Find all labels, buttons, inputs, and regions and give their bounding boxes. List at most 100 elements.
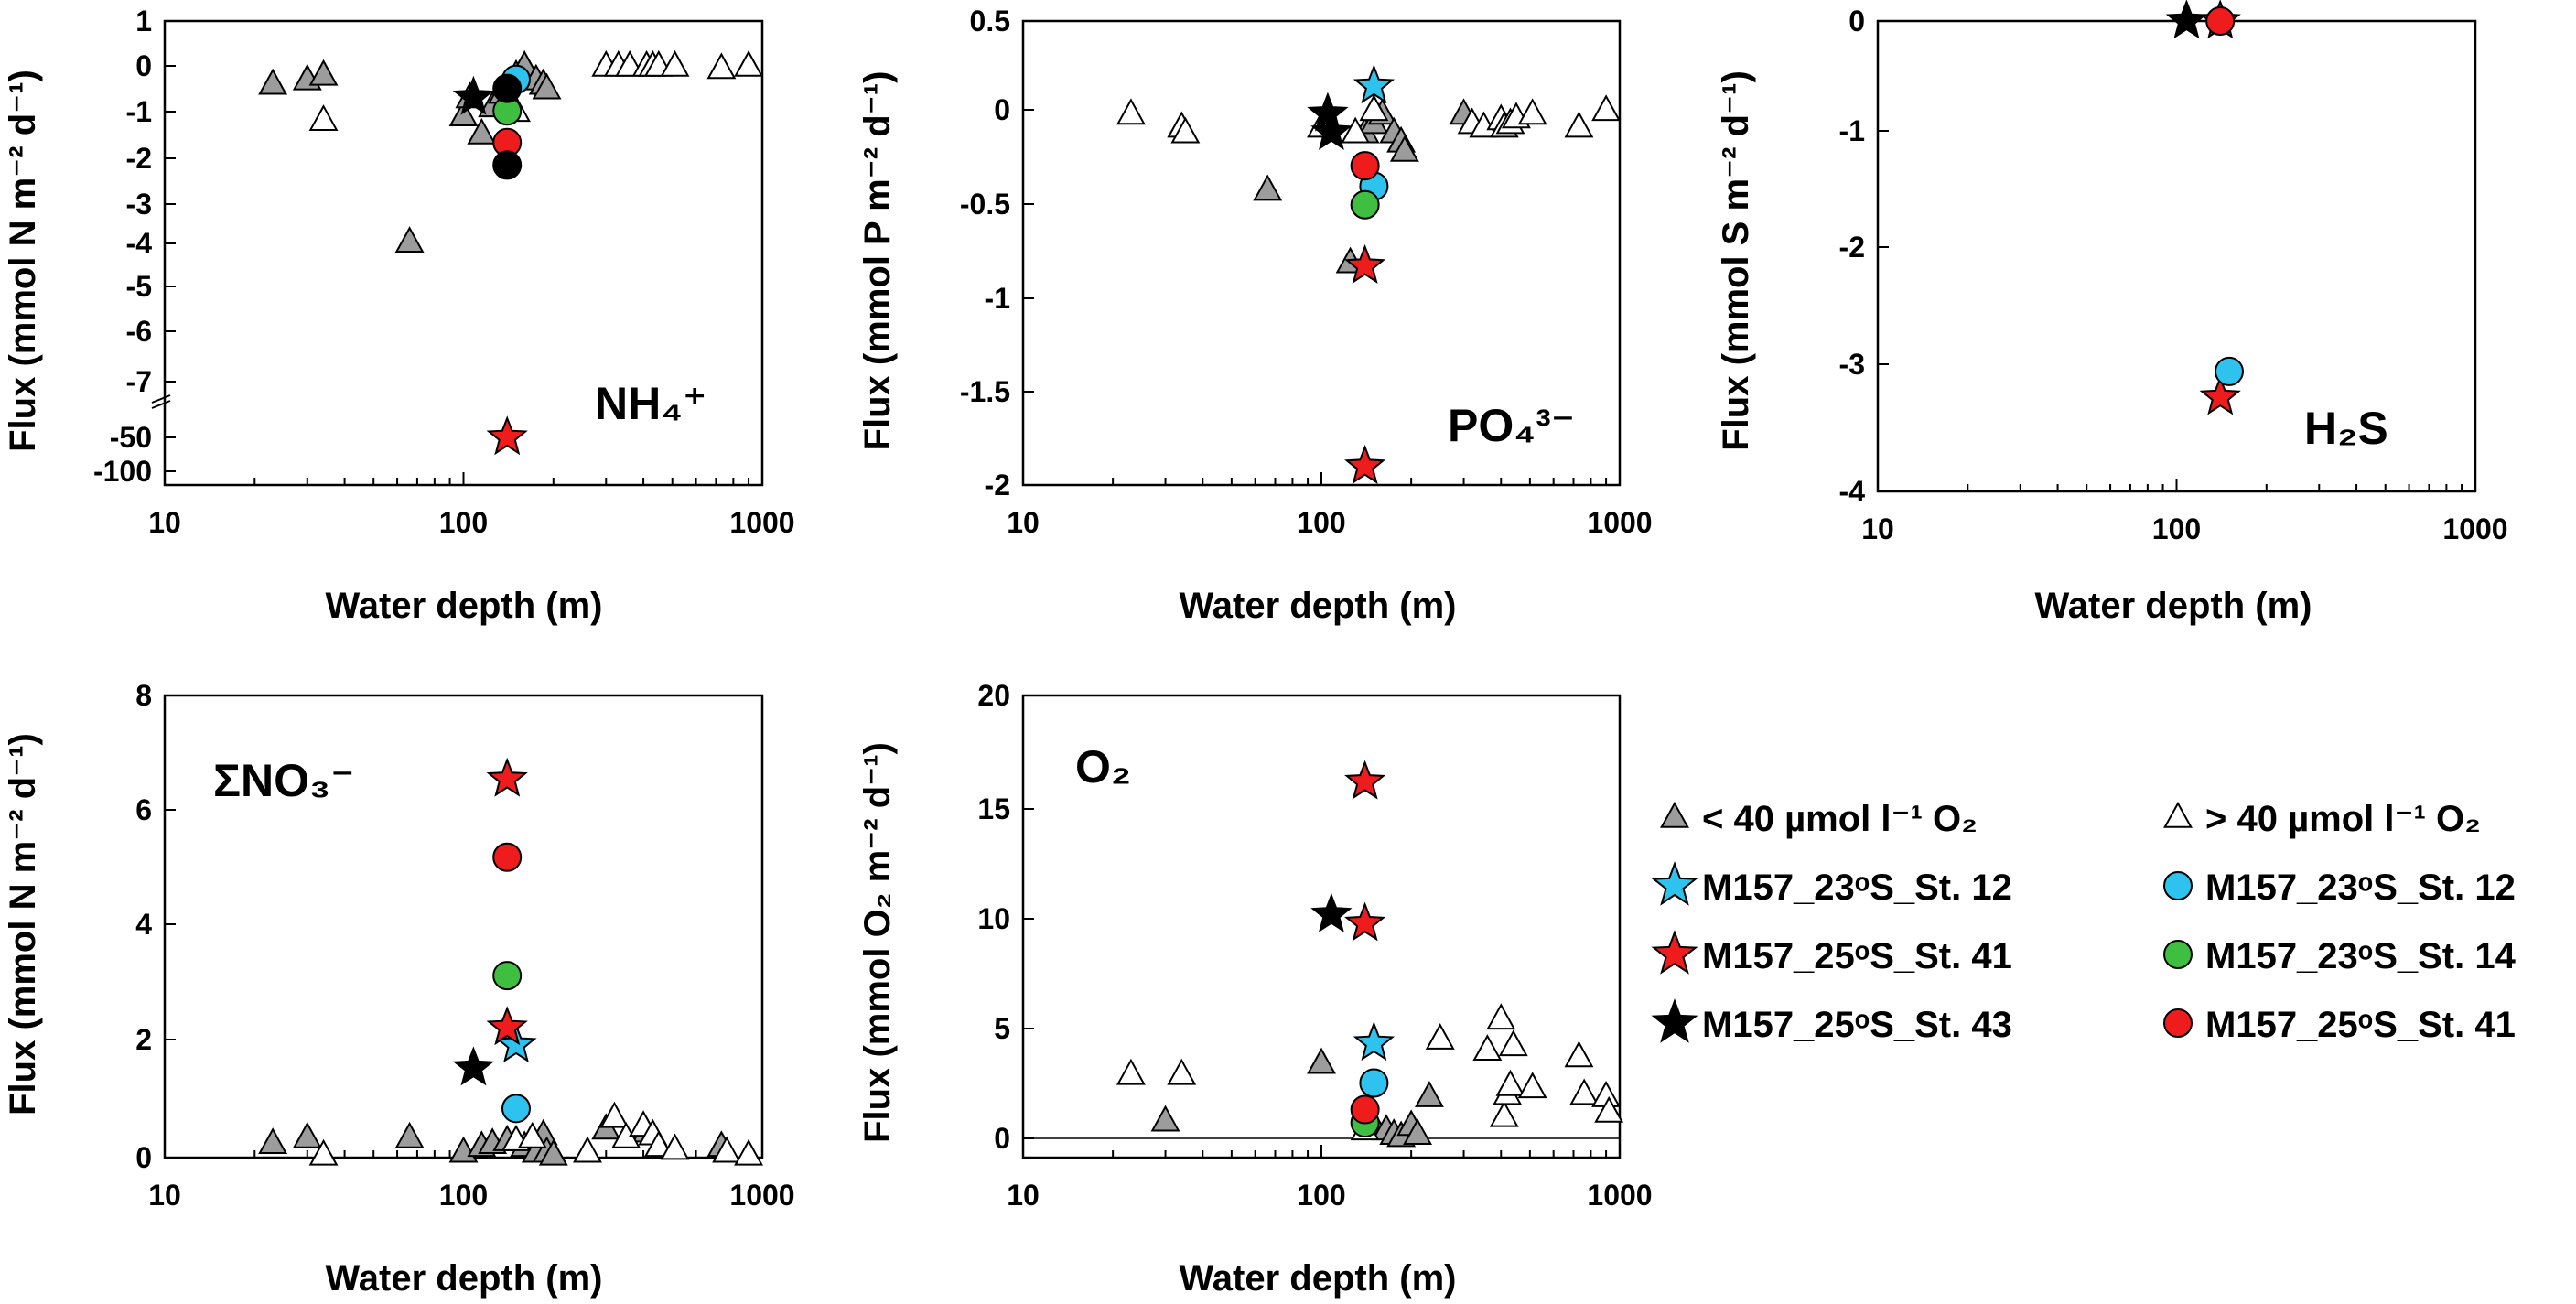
legend-label: M157_23ᵒS_St. 14 [2205, 936, 2517, 976]
y-tick-label: 8 [135, 679, 152, 712]
y-tick-label: 0.5 [970, 5, 1010, 38]
star-black-point [2165, 0, 2208, 39]
triangle-gray-point [1389, 135, 1419, 162]
star-red-point [486, 1006, 528, 1046]
y-tick-label: -3 [1839, 348, 1865, 381]
y-tick-label: 2 [135, 1023, 152, 1056]
triangle-white-point [1591, 94, 1622, 122]
legend-marker-shape [1651, 861, 1698, 906]
legend-marker-green-circle [2163, 940, 2193, 969]
legend-marker-shape [1651, 998, 1698, 1043]
y-tick-label: 5 [994, 1012, 1010, 1045]
ticks-h2s: 10 100 1000 0 -1 -2 -3 -4 [1839, 5, 2508, 545]
species-label-o2: O₂ [1075, 741, 1131, 792]
y-tick-label: 20 [977, 679, 1010, 712]
panel-nh4: Flux (mmol N m⁻² d⁻¹) Water depth (m) NH… [3, 5, 795, 626]
circle-green-point [1350, 189, 1380, 220]
triangle-gray-point [308, 59, 339, 86]
x-tick-label: 10 [1007, 1179, 1040, 1212]
y-tick-label: -1 [1839, 114, 1865, 147]
triangle-gray-point [1403, 1118, 1432, 1145]
y-tick-label: -0.5 [960, 188, 1010, 221]
species-label-h2s: H₂S [2304, 403, 2388, 454]
legend-marker-triangle-white [2163, 801, 2193, 828]
y-tick-label: 15 [977, 792, 1010, 825]
y-tick-label: -5 [126, 270, 152, 303]
triangle-gray-point [532, 72, 562, 100]
y-tick-label: -7 [126, 365, 152, 398]
panel-no3: Flux (mmol N m⁻² d⁻¹) Water depth (m) ΣN… [3, 679, 795, 1299]
y-tick-label: -4 [1839, 475, 1866, 508]
legend-label: M157_23ᵒS_St. 12 [2205, 868, 2516, 908]
legend-item-red-star: M157_25ᵒS_St. 41 [1651, 930, 2012, 976]
y-tick-label: 0 [135, 1141, 152, 1174]
triangle-gray-point [258, 1127, 288, 1155]
legend: < 40 µmol l⁻¹ O₂ > 40 µmol l⁻¹ O₂ M157_2… [1651, 799, 2517, 1045]
xlabel-nh4: Water depth (m) [326, 586, 603, 626]
triangle-gray-point [467, 117, 497, 145]
y-tick-label: -1.5 [960, 375, 1010, 408]
x-tick-label: 100 [1297, 506, 1345, 539]
ylabel-nh4: Flux (mmol N m⁻² d⁻¹) [3, 70, 43, 452]
y-tick-label: -100 [93, 455, 152, 488]
species-label-po4: PO₄³⁻ [1448, 400, 1575, 451]
y-tick-label: 1 [135, 5, 152, 38]
legend-item-cyan-star: M157_23ᵒS_St. 12 [1651, 861, 2012, 908]
x-tick-label: 10 [148, 1179, 181, 1212]
x-tick-label: 10 [148, 506, 181, 539]
triangle-white-point [1564, 1040, 1594, 1068]
triangle-white-point [712, 1136, 742, 1163]
species-label-no3: ΣNO₃⁻ [213, 755, 355, 806]
star-red-point [1344, 760, 1386, 800]
legend-marker-shape [2163, 940, 2193, 969]
triangle-white-point [1170, 116, 1201, 144]
triangle-white-point [1594, 1095, 1624, 1123]
legend-marker-shape [1651, 930, 1698, 975]
marks-o2 [1116, 760, 1624, 1148]
circle-black-point [492, 150, 523, 180]
x-tick-label: 100 [2152, 512, 2201, 545]
y-tick-label: -2 [1839, 231, 1865, 264]
legend-marker-red-circle [2163, 1008, 2193, 1038]
triangle-white-point [1564, 111, 1594, 138]
x-tick-label: 10 [1861, 512, 1894, 545]
triangle-white-point [1569, 1078, 1600, 1105]
y-tick-label: 0 [135, 49, 152, 82]
x-tick-label: 100 [439, 506, 488, 539]
circle-red-point [1350, 1094, 1380, 1125]
ylabel-po4: Flux (mmol P m⁻² d⁻¹) [857, 71, 898, 451]
legend-marker-cyan-star [1651, 861, 1698, 906]
star-red-point [486, 415, 528, 456]
triangle-gray-point [1307, 1047, 1336, 1074]
triangle-white-point [1517, 1072, 1547, 1099]
triangle-white-point [1495, 1069, 1525, 1096]
species-label-nh4: NH₄⁺ [595, 378, 706, 429]
legend-marker-shape [2163, 871, 2193, 900]
triangle-gray-point [292, 1121, 322, 1148]
x-tick-label: 100 [439, 1179, 488, 1212]
legend-marker-black-star [1651, 998, 1698, 1043]
triangle-white-point [517, 1121, 547, 1148]
y-tick-label: -3 [126, 188, 152, 221]
x-tick-label: 1000 [2442, 512, 2507, 545]
triangle-white-point [1498, 1029, 1528, 1057]
triangle-white-point [1486, 1003, 1516, 1030]
triangle-white-point [706, 52, 737, 80]
legend-marker-shape [2163, 1008, 2193, 1038]
x-tick-label: 1000 [1587, 1179, 1652, 1212]
marks-no3 [258, 757, 764, 1166]
legend-label: > 40 µmol l⁻¹ O₂ [2205, 799, 2481, 839]
triangle-white-point [573, 1136, 602, 1163]
triangle-white-point [660, 49, 690, 77]
triangle-white-point [643, 1130, 674, 1158]
legend-item-red-circle: M157_25ᵒS_St. 41 [2163, 1005, 2516, 1045]
legend-marker-red-star [1651, 930, 1698, 975]
y-tick-label: -2 [985, 469, 1010, 501]
legend-marker-shape [2163, 801, 2193, 828]
triangle-white-point [599, 1101, 630, 1128]
y-tick-label: 0 [1848, 5, 1865, 38]
legend-label: < 40 µmol l⁻¹ O₂ [1702, 799, 1978, 839]
xlabel-no3: Water depth (m) [326, 1258, 603, 1299]
legend-item-black-star: M157_25ᵒS_St. 43 [1651, 998, 2012, 1045]
ylabel-o2: Flux (mmol O₂ m⁻² d⁻¹) [857, 742, 898, 1143]
